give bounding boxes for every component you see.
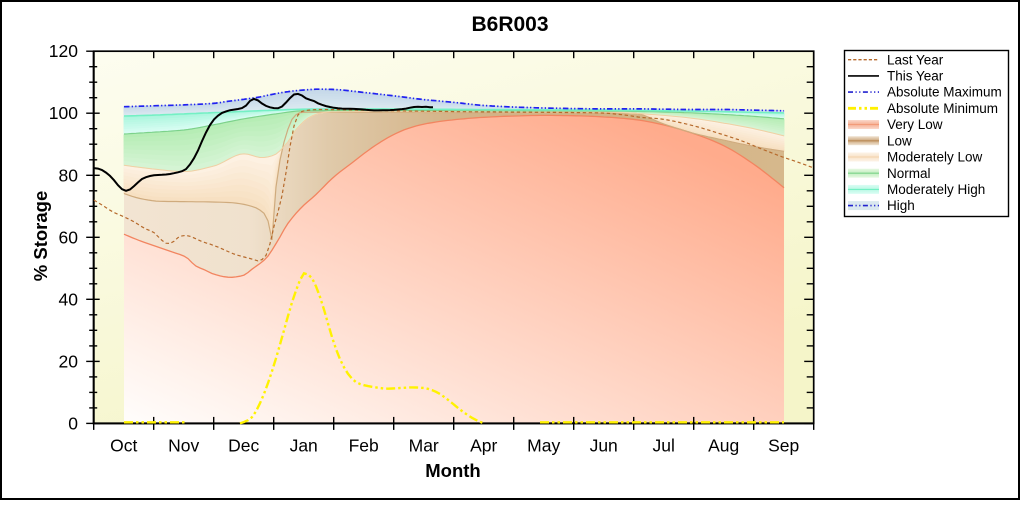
svg-text:Oct: Oct bbox=[110, 436, 137, 456]
svg-text:Sep: Sep bbox=[768, 436, 799, 456]
svg-text:Mar: Mar bbox=[409, 436, 439, 456]
svg-text:Normal: Normal bbox=[887, 166, 931, 181]
svg-text:20: 20 bbox=[59, 351, 79, 371]
svg-text:% Storage: % Storage bbox=[30, 191, 51, 281]
svg-text:Feb: Feb bbox=[349, 436, 379, 456]
svg-text:This Year: This Year bbox=[887, 69, 944, 84]
svg-text:80: 80 bbox=[59, 165, 79, 185]
svg-text:Absolute Minimum: Absolute Minimum bbox=[887, 101, 998, 116]
svg-text:120: 120 bbox=[49, 41, 78, 61]
svg-text:May: May bbox=[527, 436, 560, 456]
svg-text:Very Low: Very Low bbox=[887, 117, 943, 132]
svg-text:Jun: Jun bbox=[590, 436, 618, 456]
svg-text:Nov: Nov bbox=[168, 436, 199, 456]
svg-text:Apr: Apr bbox=[470, 436, 497, 456]
svg-text:Moderately High: Moderately High bbox=[887, 182, 985, 197]
svg-text:0: 0 bbox=[68, 413, 78, 433]
svg-text:100: 100 bbox=[49, 103, 78, 123]
svg-text:High: High bbox=[887, 198, 915, 213]
svg-text:60: 60 bbox=[59, 227, 79, 247]
svg-text:Moderately Low: Moderately Low bbox=[887, 150, 983, 165]
svg-text:Absolute Maximum: Absolute Maximum bbox=[887, 85, 1002, 100]
svg-text:Aug: Aug bbox=[708, 436, 739, 456]
svg-text:Jan: Jan bbox=[290, 436, 318, 456]
svg-text:Jul: Jul bbox=[653, 436, 675, 456]
svg-text:B6R003: B6R003 bbox=[471, 13, 548, 36]
svg-text:40: 40 bbox=[59, 289, 79, 309]
svg-text:Last Year: Last Year bbox=[887, 52, 944, 67]
svg-text:Month: Month bbox=[425, 460, 480, 481]
svg-text:Low: Low bbox=[887, 133, 912, 148]
svg-text:Dec: Dec bbox=[228, 436, 259, 456]
